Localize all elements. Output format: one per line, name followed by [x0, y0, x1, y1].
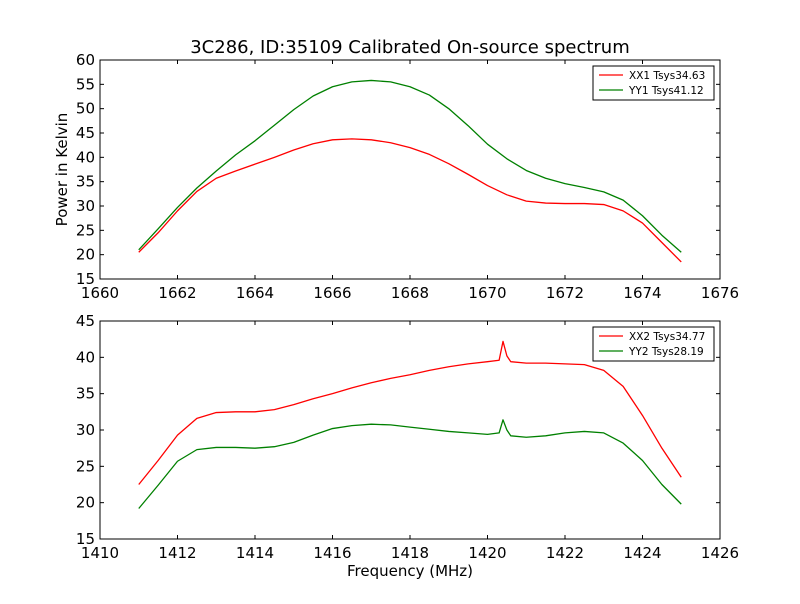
subplot-2-xtick-label: 1410: [81, 544, 119, 562]
subplot-2-xtick-label: 1424: [623, 544, 661, 562]
subplot-1-xtick-label: 1660: [81, 284, 119, 302]
subplot-2-ytick-label: 35: [76, 385, 95, 403]
subplot-2-series-2-line: [138, 419, 682, 509]
subplot-1-ytick-label: 50: [76, 100, 95, 118]
subplot-1-ytick-label: 35: [76, 173, 95, 191]
subplot-1-legend-label-2: YY1 Tsys41.12: [628, 85, 704, 97]
chart-title: 3C286, ID:35109 Calibrated On-source spe…: [190, 37, 630, 58]
subplot-1-ytick-label: 15: [76, 270, 95, 288]
top-subplot: 1660 1662 1664 1666 1668 1670 1672 1674 1676 15 20…: [53, 51, 739, 302]
subplot-1-ytick-label: 20: [76, 246, 95, 264]
subplot-2-ytick-label: 40: [76, 348, 95, 366]
subplot-1-ylabel: Power in Kelvin: [53, 113, 71, 227]
subplot-1-ytick-label: 55: [76, 75, 95, 93]
subplot-2-ytick-label: 15: [76, 530, 95, 548]
subplot-1-ytick-label: 40: [76, 148, 95, 166]
subplot-2-xtick-label: 1416: [313, 544, 351, 562]
subplot-2-series-1-line: [138, 340, 682, 485]
subplot-1-xtick-label: 1666: [313, 284, 351, 302]
subplot-2-legend-label-2: YY2 Tsys28.19: [628, 346, 704, 358]
subplot-2-xtick-label: 1420: [468, 544, 506, 562]
subplot-2-ytick-label: 25: [76, 457, 95, 475]
subplot-1-series-2-line: [138, 79, 682, 253]
subplot-1-xtick-label: 1672: [546, 284, 584, 302]
subplot-1-ytick-label: 25: [76, 221, 95, 239]
subplot-1-xtick-label: 1674: [623, 284, 661, 302]
subplot-1-xtick-label: 1664: [236, 284, 274, 302]
subplot-2-xtick-label: 1426: [701, 544, 739, 562]
subplot-1-ytick-label: 30: [76, 197, 95, 215]
subplot-2-legend: XX2 Tsys34.77 YY2 Tsys28.19: [592, 326, 715, 362]
subplot-2-xlabel: Frequency (MHz): [347, 562, 473, 580]
subplot-2-xtick-label: 1414: [236, 544, 274, 562]
subplot-1-series-1-line: [138, 138, 682, 263]
subplot-2-ytick-label: 20: [76, 494, 95, 512]
subplot-1-xtick-label: 1668: [391, 284, 429, 302]
subplot-2-xtick-label: 1418: [391, 544, 429, 562]
bottom-subplot: 1410 1412 1414 1416 1418 1420 1422 1424 1426 15 20…: [76, 312, 739, 580]
subplot-1-xtick-label: 1676: [701, 284, 739, 302]
subplot-1-ytick-label: 60: [76, 51, 95, 69]
subplot-1-legend-label-1: XX1 Tsys34.63: [629, 70, 705, 82]
subplot-2-xtick-label: 1422: [546, 544, 584, 562]
subplot-1-legend: XX1 Tsys34.63 YY1 Tsys41.12: [592, 65, 715, 101]
subplot-1-legend-box: [592, 65, 715, 101]
subplot-2-ytick-label: 45: [76, 312, 95, 330]
subplot-1-ytick-label: 45: [76, 124, 95, 142]
subplot-1-xtick-label: 1662: [158, 284, 196, 302]
subplot-2-ytick-label: 30: [76, 421, 95, 439]
subplot-2-legend-box: [592, 326, 715, 362]
subplot-1-xtick-label: 1670: [468, 284, 506, 302]
subplot-2-legend-label-1: XX2 Tsys34.77: [629, 331, 705, 343]
subplot-2-xtick-label: 1412: [158, 544, 196, 562]
